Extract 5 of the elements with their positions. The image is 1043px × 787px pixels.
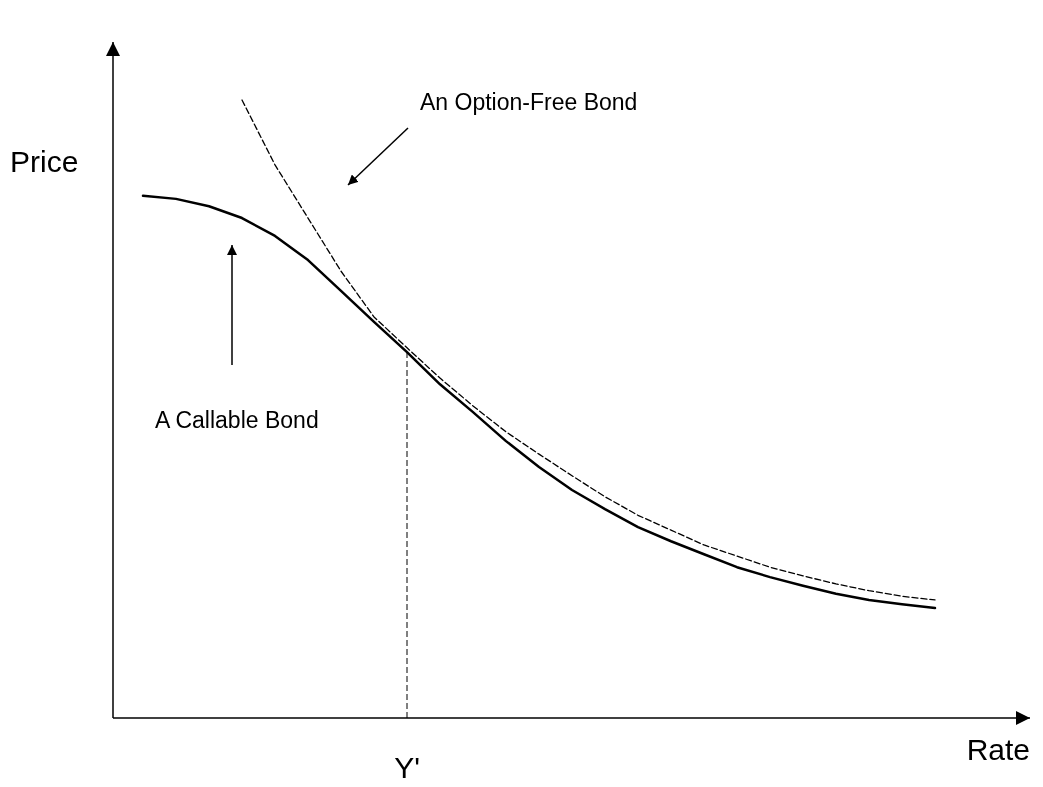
text: Y' <box>394 751 420 784</box>
x-axis-title: Rate <box>966 733 1030 766</box>
y-axis-title: Price <box>10 145 79 178</box>
annotation: An Option-Free Bond <box>420 89 638 115</box>
annotation: A Callable Bond <box>155 407 319 433</box>
